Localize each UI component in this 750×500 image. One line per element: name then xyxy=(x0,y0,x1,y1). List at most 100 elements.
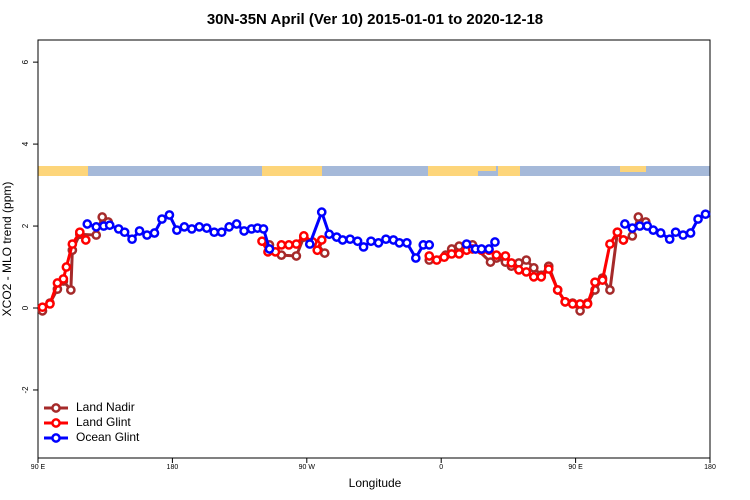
data-point xyxy=(316,207,327,217)
data-point xyxy=(446,249,457,259)
data-point xyxy=(439,252,450,263)
data-point xyxy=(528,272,539,282)
y-tick-label: 2 xyxy=(21,223,30,228)
legend-marker xyxy=(51,418,61,428)
data-point xyxy=(172,225,182,235)
data-point xyxy=(567,299,578,309)
chart-title: 30N-35N April (Ver 10) 2015-01-01 to 202… xyxy=(207,11,543,28)
data-point xyxy=(560,297,570,307)
data-point xyxy=(104,220,115,231)
data-point xyxy=(700,209,711,220)
data-point xyxy=(670,227,681,238)
data-point xyxy=(582,299,593,309)
y-tick-label: 0 xyxy=(21,305,30,310)
data-point xyxy=(82,219,93,229)
data-point xyxy=(597,275,608,285)
data-point xyxy=(627,223,638,233)
x-tick-label: 90 E xyxy=(31,464,46,471)
x-tick-label: 90 E xyxy=(568,464,583,471)
x-tick-label: 180 xyxy=(704,464,716,471)
data-point xyxy=(298,231,309,241)
data-point xyxy=(620,219,630,229)
data-point xyxy=(179,222,190,232)
data-point xyxy=(366,236,376,247)
data-point xyxy=(201,223,212,233)
data-point xyxy=(149,228,160,238)
data-point xyxy=(627,231,638,241)
x-tick-label: 180 xyxy=(167,464,179,471)
data-point xyxy=(258,224,269,234)
data-point xyxy=(324,229,335,240)
data-point xyxy=(291,251,302,261)
data-point xyxy=(304,239,315,249)
data-point xyxy=(454,249,464,259)
data-point xyxy=(224,222,234,232)
map-strip xyxy=(38,166,710,176)
data-point xyxy=(239,226,249,236)
data-point xyxy=(319,248,330,258)
data-point xyxy=(80,235,91,245)
data-point xyxy=(67,239,78,249)
data-point xyxy=(521,255,532,265)
data-point xyxy=(461,239,472,249)
data-point xyxy=(74,227,85,238)
data-point xyxy=(575,299,585,309)
data-point xyxy=(61,262,72,272)
data-point xyxy=(590,277,600,288)
data-point xyxy=(142,230,152,240)
y-tick-label: 4 xyxy=(21,141,30,146)
data-point xyxy=(345,234,355,245)
data-point xyxy=(381,234,391,245)
data-point xyxy=(476,244,487,254)
data-point xyxy=(424,240,435,250)
legend-label: Land Glint xyxy=(76,415,131,429)
data-point xyxy=(664,234,675,245)
data-point xyxy=(612,227,623,238)
data-point xyxy=(618,235,629,245)
data-point xyxy=(91,222,102,232)
data-point xyxy=(358,242,369,252)
series-line xyxy=(86,207,707,262)
data-point xyxy=(521,267,532,277)
data-point xyxy=(506,258,517,268)
data-point xyxy=(402,238,412,248)
data-point xyxy=(528,263,539,273)
plot-frame xyxy=(37,39,711,459)
data-point xyxy=(257,236,267,247)
data-point xyxy=(216,227,227,238)
data-point xyxy=(634,221,645,231)
legend-label: Ocean Glint xyxy=(76,430,140,444)
data-point xyxy=(552,285,563,295)
series-line xyxy=(41,214,647,314)
data-point xyxy=(543,264,554,274)
data-point xyxy=(134,226,145,236)
data-point xyxy=(45,299,55,309)
legend-label: Land Nadir xyxy=(76,400,135,414)
data-point xyxy=(186,224,197,234)
x-tick-label: 0 xyxy=(439,464,443,471)
legend-marker xyxy=(51,433,61,443)
data-point xyxy=(276,240,287,250)
data-point xyxy=(66,285,76,295)
y-tick-label: -2 xyxy=(21,386,30,394)
x-axis-label: Longitude xyxy=(349,476,402,490)
data-point xyxy=(491,250,502,260)
data-point xyxy=(373,238,384,248)
data-point xyxy=(37,302,48,313)
data-point xyxy=(500,251,511,261)
data-point xyxy=(58,274,69,284)
data-point xyxy=(209,227,220,238)
data-point xyxy=(655,228,666,238)
data-point xyxy=(648,225,659,235)
data-point xyxy=(605,239,615,249)
data-point xyxy=(91,230,102,240)
data-point xyxy=(291,239,302,249)
y-axis-label: XCO2 - MLO trend (ppm) xyxy=(0,182,14,317)
data-point xyxy=(431,255,442,265)
data-point xyxy=(424,251,435,261)
data-point xyxy=(194,222,205,232)
data-point xyxy=(484,244,494,254)
data-point xyxy=(337,235,348,245)
data-point xyxy=(312,245,323,256)
